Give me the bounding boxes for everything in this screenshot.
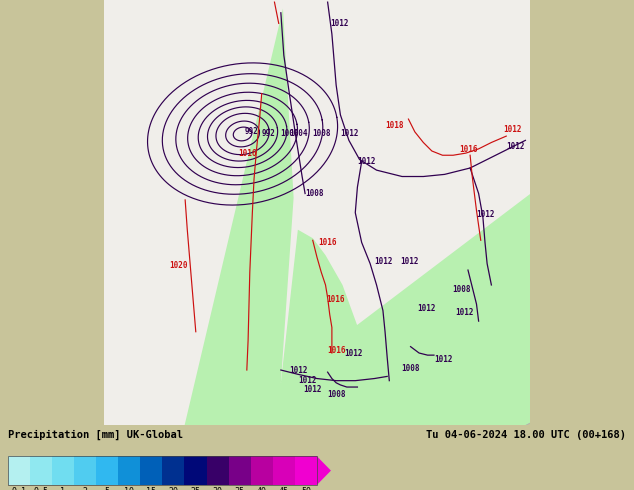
Bar (30, 456, 52, 485)
Text: 992: 992 (262, 129, 276, 139)
Bar (229, 456, 250, 485)
Text: 1012: 1012 (340, 129, 359, 139)
Text: 1012: 1012 (503, 125, 522, 134)
Text: 10: 10 (124, 488, 134, 490)
Text: 1008: 1008 (312, 129, 330, 139)
Text: 1018: 1018 (385, 121, 404, 130)
Text: 30: 30 (212, 488, 223, 490)
Bar (8, 456, 30, 485)
Text: 1016: 1016 (328, 346, 346, 355)
Text: 25: 25 (190, 488, 200, 490)
Text: 2: 2 (82, 488, 87, 490)
Text: 1012: 1012 (298, 376, 316, 385)
Text: 1012: 1012 (304, 385, 322, 394)
Polygon shape (317, 456, 331, 485)
Text: 0.5: 0.5 (33, 488, 48, 490)
Bar (250, 456, 273, 485)
Bar (295, 456, 317, 485)
Text: 1012: 1012 (345, 348, 363, 358)
Polygon shape (168, 0, 634, 490)
Text: 1008: 1008 (327, 391, 346, 399)
Text: 1012: 1012 (400, 257, 418, 266)
Text: Tu 04-06-2024 18.00 UTC (00+168): Tu 04-06-2024 18.00 UTC (00+168) (427, 430, 626, 440)
Text: 45: 45 (279, 488, 289, 490)
Text: 1020: 1020 (169, 261, 187, 270)
Text: 40: 40 (257, 488, 267, 490)
Text: 5: 5 (105, 488, 110, 490)
Text: 1012: 1012 (417, 304, 436, 313)
Text: 1012: 1012 (455, 308, 474, 317)
Text: 1: 1 (60, 488, 65, 490)
Text: 50: 50 (301, 488, 311, 490)
Bar (162, 456, 184, 485)
Bar (96, 456, 118, 485)
Text: 1008: 1008 (305, 189, 323, 198)
Text: 1016: 1016 (460, 145, 478, 153)
Text: 1012: 1012 (289, 366, 308, 374)
Text: 15: 15 (146, 488, 156, 490)
Text: 1012: 1012 (434, 355, 453, 364)
Bar (207, 456, 229, 485)
Text: 1008: 1008 (401, 364, 420, 373)
Bar (118, 456, 140, 485)
Text: 20: 20 (169, 488, 178, 490)
Bar (74, 456, 96, 485)
Bar (52, 456, 74, 485)
Text: 1004: 1004 (289, 129, 308, 139)
Text: 1012: 1012 (375, 257, 393, 266)
Polygon shape (281, 230, 359, 383)
Text: 1012: 1012 (477, 210, 495, 220)
Text: Precipitation [mm] UK-Global: Precipitation [mm] UK-Global (8, 430, 183, 440)
Bar (273, 456, 295, 485)
Text: 1012: 1012 (358, 157, 376, 166)
Text: 1016: 1016 (318, 238, 337, 247)
Text: 0.1: 0.1 (11, 488, 26, 490)
Bar (140, 456, 162, 485)
Text: 1000: 1000 (280, 129, 299, 139)
Text: 1012: 1012 (507, 142, 525, 151)
Text: 1012: 1012 (330, 19, 349, 28)
Text: 1016: 1016 (238, 148, 257, 158)
Bar (8, 456, 317, 485)
Text: 1008: 1008 (452, 285, 471, 294)
Bar (184, 456, 207, 485)
Text: 992: 992 (245, 127, 259, 136)
Text: 35: 35 (235, 488, 245, 490)
Text: 1016: 1016 (327, 295, 345, 304)
